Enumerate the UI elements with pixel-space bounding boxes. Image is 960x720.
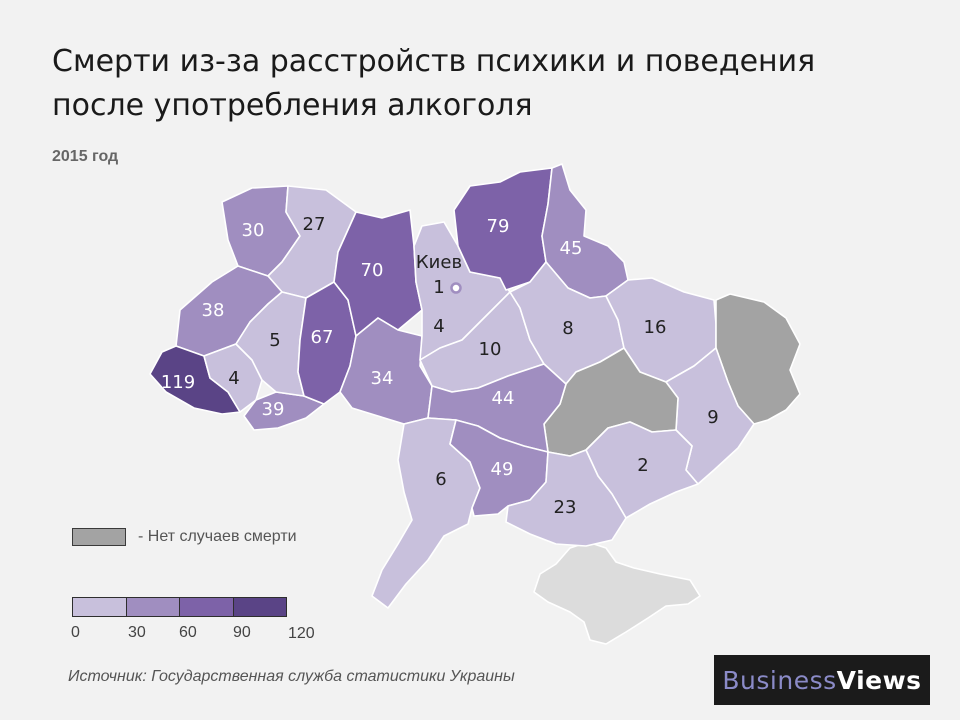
map-subtitle: 2015 год (52, 148, 119, 165)
brand-part-1: Business (722, 665, 837, 695)
label-vinnytsia: 34 (371, 368, 394, 389)
label-mykolaiv: 49 (491, 459, 514, 480)
color-scale (72, 597, 287, 617)
label-zaporizhzhia: 2 (637, 455, 648, 476)
label-kherson: 23 (554, 497, 577, 518)
map-title: Смерти из-за расстройств психики и повед… (52, 44, 816, 123)
brand-part-2: Views (836, 665, 922, 695)
label-kyiv-oblast: 4 (433, 316, 444, 337)
scale-cell-0-30 (73, 598, 127, 616)
source-note: Источник: Государственная служба статист… (68, 668, 515, 685)
label-odesa: 6 (435, 469, 446, 490)
label-kirovohrad: 44 (492, 388, 515, 409)
label-zhytomyr: 70 (361, 260, 384, 281)
brand-logo: Business Views (714, 655, 930, 705)
label-khmelnytskyi: 67 (311, 327, 334, 348)
kyiv-city-value: 1 (433, 277, 444, 298)
label-lviv: 38 (202, 300, 225, 321)
scale-tick: 120 (288, 625, 315, 642)
scale-tick: 30 (128, 624, 146, 641)
region-kherson (505, 449, 627, 547)
no-data-swatch (72, 528, 126, 546)
label-poltava: 8 (562, 318, 573, 339)
label-chernivtsi: 39 (262, 399, 285, 420)
label-donetsk: 9 (707, 407, 718, 428)
no-data-label: - Нет случаев смерти (138, 528, 297, 545)
label-ternopil: 5 (269, 330, 280, 351)
kyiv-city-marker-icon (450, 282, 462, 294)
label-kharkiv: 16 (644, 317, 667, 338)
scale-tick: 60 (179, 624, 197, 641)
kyiv-city-name: Киев (416, 252, 462, 273)
scale-cell-90-120 (233, 598, 286, 616)
label-sumy: 45 (560, 238, 583, 259)
label-rivne: 27 (303, 214, 326, 235)
label-chernihiv: 79 (487, 216, 510, 237)
scale-tick: 0 (71, 624, 80, 641)
label-ivano-frankivsk: 4 (228, 368, 239, 389)
scale-tick: 90 (233, 624, 251, 641)
region-crimea (533, 541, 701, 645)
scale-cell-60-90 (180, 598, 234, 616)
scale-cell-30-60 (126, 598, 180, 616)
label-volyn: 30 (242, 220, 265, 241)
label-cherkasy: 10 (479, 339, 502, 360)
label-zakarpattia: 119 (161, 372, 195, 393)
